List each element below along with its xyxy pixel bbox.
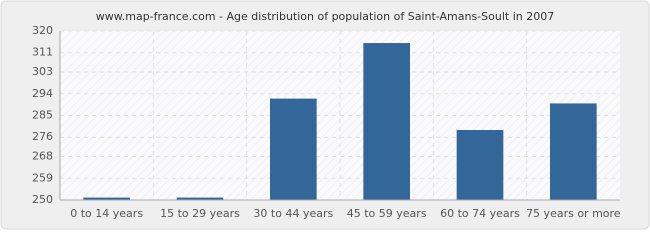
y-tick-label: 268 [32,150,53,163]
bar [456,129,504,200]
chart-title: www.map-france.com - Age distribution of… [96,10,554,23]
bar [550,103,597,200]
x-tick-label: 0 to 14 years [70,207,143,220]
y-tick-label: 259 [32,171,53,184]
x-tick-label: 60 to 74 years [440,207,520,220]
bar [83,197,130,200]
x-tick-label: 15 to 29 years [160,207,240,220]
y-tick-label: 303 [32,65,53,78]
y-tick-label: 250 [32,193,53,206]
bar [363,43,410,201]
bar [176,197,224,200]
y-tick-label: 320 [32,24,53,37]
x-tick-label: 45 to 59 years [347,207,427,220]
x-tick-label: 30 to 44 years [253,207,333,220]
bar [270,98,317,200]
y-tick-label: 285 [32,109,53,122]
y-tick-label: 276 [32,130,53,143]
y-tick-label: 294 [32,87,53,100]
chart: www.map-france.com - Age distribution of… [0,0,650,230]
x-tick-label: 75 years or more [526,207,621,220]
y-tick-label: 311 [32,46,53,59]
